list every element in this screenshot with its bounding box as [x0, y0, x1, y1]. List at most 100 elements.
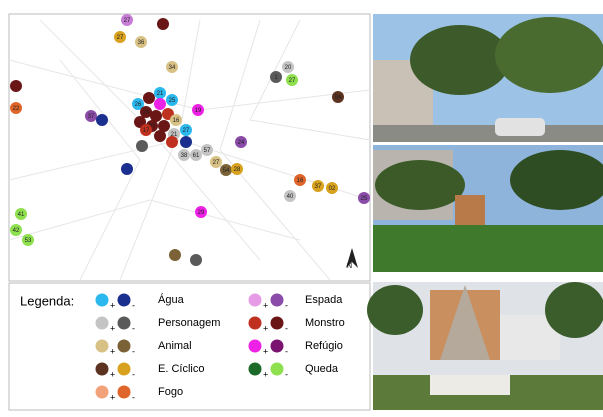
- map-dot: [284, 190, 296, 202]
- legend-swatch-positive: [248, 362, 262, 376]
- legend-label: Água: [158, 293, 185, 306]
- legend-swatch-positive: [95, 339, 109, 353]
- legend-minus: -: [132, 323, 135, 333]
- legend-swatch-positive: [95, 316, 109, 330]
- legend-plus: +: [263, 300, 268, 310]
- dot-label: 61: [193, 153, 200, 159]
- dot-label: 37: [88, 114, 95, 120]
- map-dot: [210, 156, 222, 168]
- dot-label: 27: [117, 35, 124, 41]
- legend-swatch-positive: [248, 316, 262, 330]
- legend-label: Animal: [158, 340, 192, 352]
- legend-minus: -: [132, 346, 135, 356]
- legend-label: E. Cíclico: [158, 363, 204, 375]
- map-dot: [140, 106, 152, 118]
- legend-swatch-negative: [117, 362, 131, 376]
- dot-label: 36: [138, 40, 145, 46]
- dot-label: 02: [329, 186, 336, 192]
- dot-label: 27: [149, 124, 156, 130]
- map-dot: [166, 61, 178, 73]
- map-dot: [270, 71, 282, 83]
- map-dot: [121, 14, 133, 26]
- dot-label: 38: [181, 153, 188, 159]
- dot-label: 16: [173, 118, 180, 124]
- legend-swatch-positive: [95, 293, 109, 307]
- map-dot: [85, 110, 97, 122]
- map-dot: [282, 61, 294, 73]
- map-dot: [140, 124, 152, 136]
- dot-label: 25: [169, 98, 176, 104]
- dot-label: 20: [285, 65, 292, 71]
- map-dot: [96, 114, 108, 126]
- dot-label: 94: [335, 95, 342, 101]
- dot-label: 21: [157, 91, 164, 97]
- dot-label: 40: [287, 194, 294, 200]
- legend-label: Queda: [305, 363, 339, 375]
- dot-label: 29: [198, 210, 205, 216]
- map-dot: [195, 206, 207, 218]
- legend-minus: -: [132, 392, 135, 402]
- legend-swatch-positive: [248, 339, 262, 353]
- map-dot: [150, 110, 162, 122]
- map-dot: [190, 254, 202, 266]
- map-dot: [15, 208, 27, 220]
- map-dot: [294, 174, 306, 186]
- legend-minus: -: [132, 300, 135, 310]
- legend-plus: +: [110, 346, 115, 356]
- dot-label: 21: [171, 132, 178, 138]
- dot-label: 27: [124, 18, 131, 24]
- dot-label: 53: [25, 238, 32, 244]
- compass: N: [346, 248, 358, 270]
- legend-plus: +: [110, 300, 115, 310]
- legend-minus: -: [285, 323, 288, 333]
- dot-label: 29: [143, 110, 150, 116]
- map-dot: [154, 98, 166, 110]
- map-dot: [114, 31, 126, 43]
- map-dot: [10, 102, 22, 114]
- map-dot: [180, 124, 192, 136]
- legend-swatch-negative: [117, 385, 131, 399]
- map-dot: [10, 224, 22, 236]
- legend-plus: +: [110, 369, 115, 379]
- map-dot: [157, 18, 169, 30]
- dot-label: 24: [238, 140, 245, 146]
- map-dot: [235, 136, 247, 148]
- legend-swatch-negative: [270, 316, 284, 330]
- dot-label: 25: [361, 196, 368, 202]
- map-dot: [201, 144, 213, 156]
- dot-label: 27: [183, 128, 190, 134]
- legend-plus: +: [110, 323, 115, 333]
- map-dot: [358, 192, 370, 204]
- map-dot: [190, 149, 202, 161]
- legend-swatch-positive: [95, 385, 109, 399]
- legend-label: Espada: [305, 294, 343, 306]
- map-dot: [332, 91, 344, 103]
- dot-label: 22: [13, 106, 20, 112]
- map-dot: [154, 87, 166, 99]
- legend-swatch-negative: [117, 339, 131, 353]
- photo-2: [373, 145, 603, 272]
- dot-label: 27: [289, 78, 296, 84]
- legend-plus: +: [110, 392, 115, 402]
- map-dot: [136, 140, 148, 152]
- legend-label: Personagem: [158, 317, 220, 329]
- map-dot: [166, 94, 178, 106]
- photo-1: [373, 14, 603, 142]
- legend-minus: -: [285, 300, 288, 310]
- dot-label: 34: [169, 65, 176, 71]
- map-dot: [158, 120, 170, 132]
- dot-label: 19: [195, 108, 202, 114]
- dot-label: 28: [234, 167, 241, 173]
- dot-label: 16: [297, 178, 304, 184]
- legend-label: Monstro: [305, 317, 345, 329]
- legend-swatch-negative: [270, 293, 284, 307]
- compass-label: N: [347, 263, 352, 270]
- dot-label: 1: [274, 75, 278, 81]
- map-dot: [170, 114, 182, 126]
- map-dot: [178, 149, 190, 161]
- dot-label: 26: [135, 102, 142, 108]
- map-dot: [143, 92, 155, 104]
- map-dot: [180, 136, 192, 148]
- legend-swatch-negative: [270, 339, 284, 353]
- legend-swatch-negative: [117, 316, 131, 330]
